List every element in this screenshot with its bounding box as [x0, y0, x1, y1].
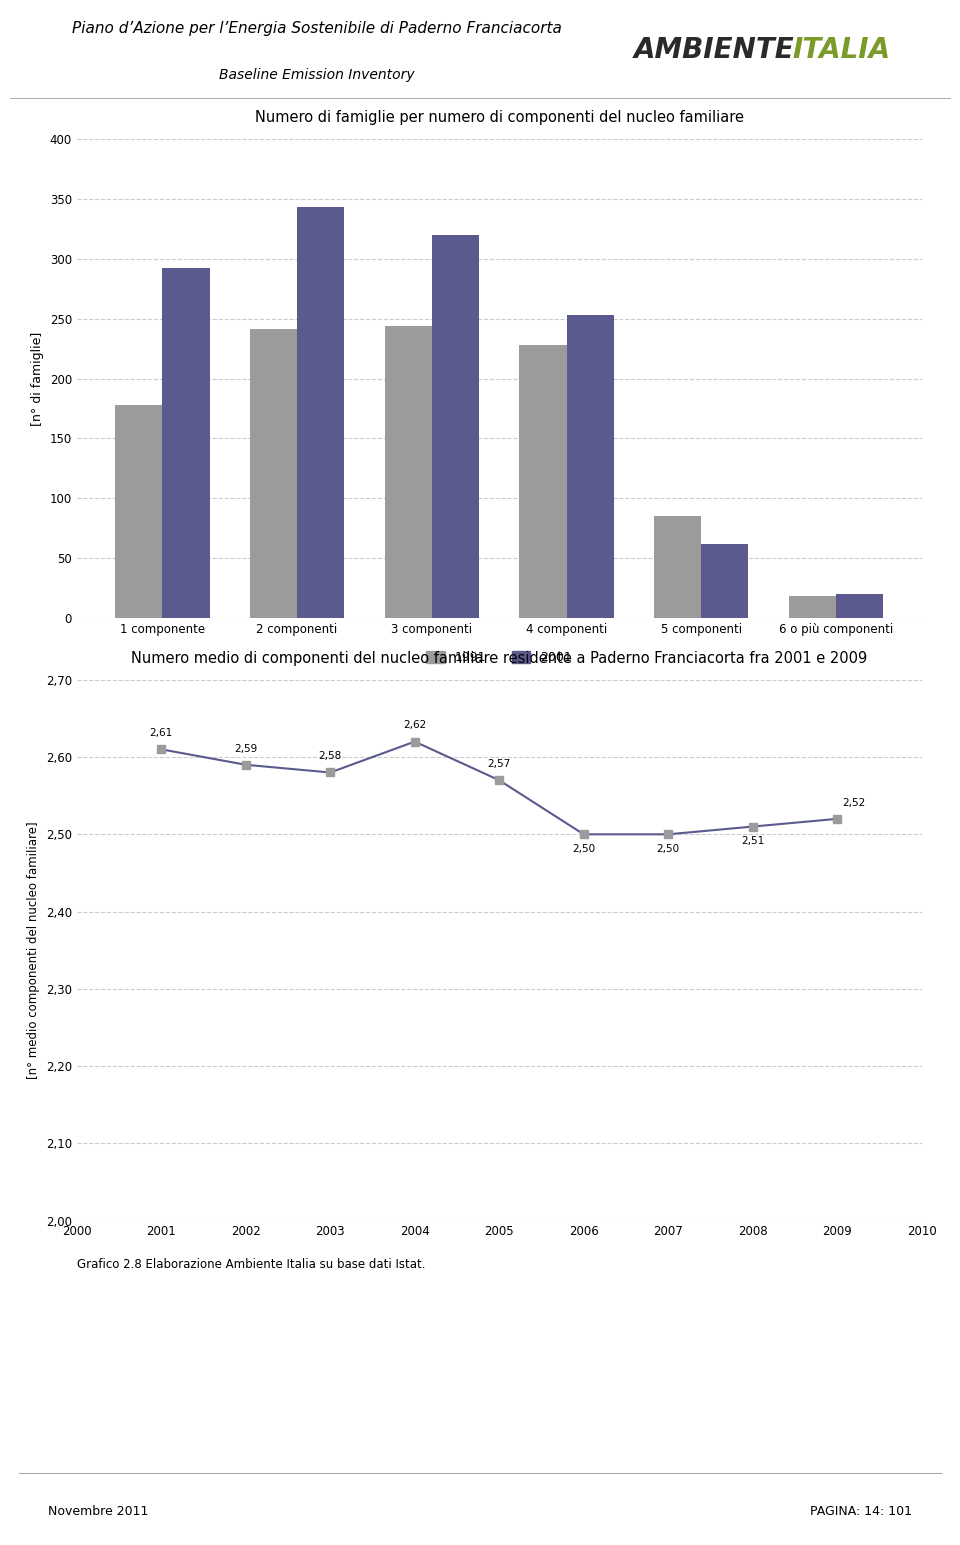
Bar [385, 326, 432, 618]
Text: 2,61: 2,61 [150, 728, 173, 739]
Bar [162, 269, 209, 618]
Bar [702, 544, 749, 618]
Text: 2,50: 2,50 [572, 844, 595, 854]
Text: AMBIENTE: AMBIENTE [634, 36, 794, 65]
Text: Grafico 2.7 Elaborazione Ambiente Italia su base dati Istat.: Grafico 2.7 Elaborazione Ambiente Italia… [77, 705, 425, 717]
Bar [789, 596, 836, 618]
Text: 2,62: 2,62 [403, 720, 426, 731]
Text: Novembre 2011: Novembre 2011 [48, 1505, 149, 1517]
Title: Numero medio di componenti del nucleo familiare residente a Paderno Franciacorta: Numero medio di componenti del nucleo fa… [132, 650, 867, 666]
Y-axis label: [n° medio componenti del nucleo familiare]: [n° medio componenti del nucleo familiar… [27, 822, 40, 1078]
Bar [115, 405, 162, 618]
Bar [250, 329, 297, 618]
Text: 2,58: 2,58 [319, 751, 342, 762]
Bar [836, 593, 883, 618]
Text: Baseline Emission Inventory: Baseline Emission Inventory [219, 68, 415, 82]
Bar [297, 207, 345, 618]
Text: 2,50: 2,50 [657, 844, 680, 854]
Text: 2,59: 2,59 [234, 743, 257, 754]
Text: 2,52: 2,52 [842, 797, 865, 808]
Legend: 1991, 2001: 1991, 2001 [421, 646, 577, 669]
Bar [432, 235, 479, 618]
Bar [519, 345, 566, 618]
Bar [654, 516, 702, 618]
Y-axis label: [n° di famiglie]: [n° di famiglie] [31, 331, 44, 426]
Text: Grafico 2.8 Elaborazione Ambiente Italia su base dati Istat.: Grafico 2.8 Elaborazione Ambiente Italia… [77, 1258, 425, 1272]
Text: Piano d’Azione per l’Energia Sostenibile di Paderno Franciacorta: Piano d’Azione per l’Energia Sostenibile… [72, 20, 562, 36]
Bar [566, 315, 613, 618]
Text: PAGINA: 14: 101: PAGINA: 14: 101 [810, 1505, 912, 1517]
Title: Numero di famiglie per numero di componenti del nucleo familiare: Numero di famiglie per numero di compone… [254, 110, 744, 125]
Text: ITALIA: ITALIA [792, 36, 890, 65]
Text: 2,51: 2,51 [741, 836, 764, 847]
Text: 2,57: 2,57 [488, 759, 511, 769]
